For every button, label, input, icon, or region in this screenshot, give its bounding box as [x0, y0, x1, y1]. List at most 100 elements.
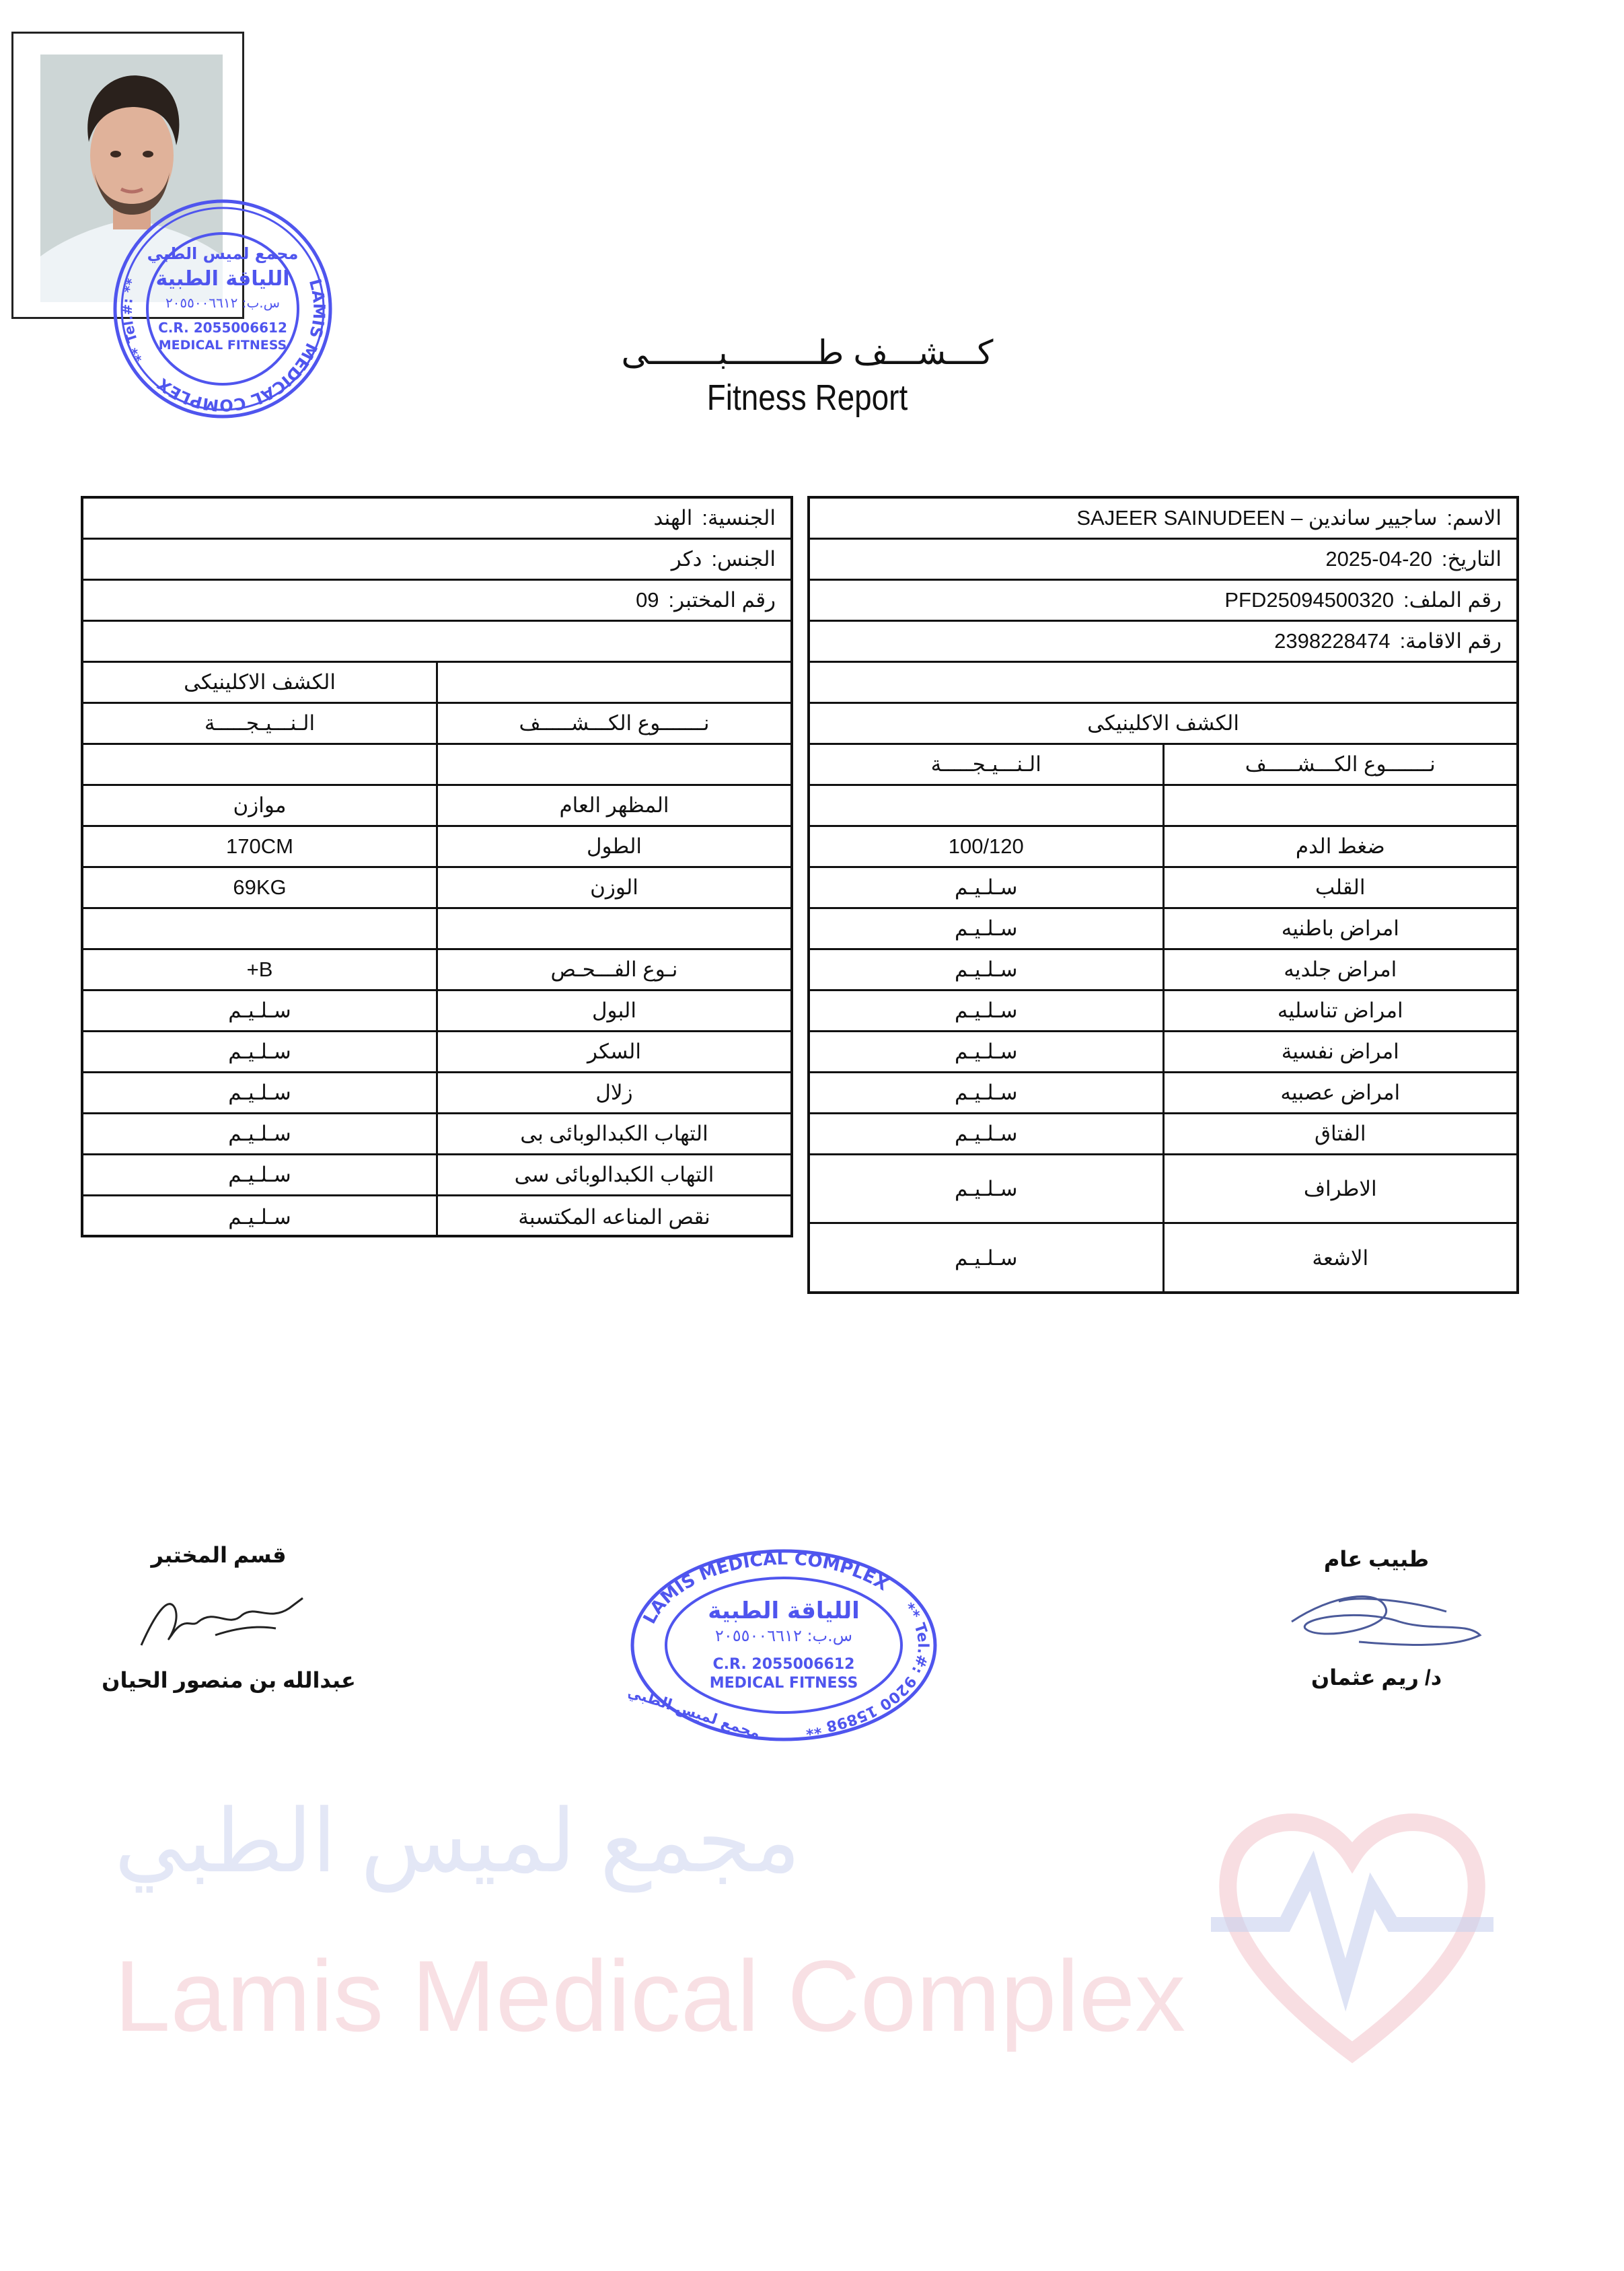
column-header-test: نـــــــوع الكـــشـــــف: [1162, 745, 1517, 784]
table-row: التهاب الكبدالوبائى سى سـلـيـم: [83, 1155, 790, 1196]
lab-signature: [140, 1597, 303, 1646]
result-cell: سـلـيـم: [955, 1176, 1018, 1200]
table-row: القلب سـلـيـم: [810, 868, 1516, 909]
info-value: 2398228474: [1274, 629, 1391, 653]
info-cell: الاسم: ساجيير ساندين – SAJEER SAINUDEEN: [810, 499, 1516, 538]
table-row: الاشعة سـلـيـم: [810, 1224, 1516, 1293]
result-cell: سـلـيـم: [228, 1081, 291, 1104]
table-row: الفتاق سـلـيـم: [810, 1114, 1516, 1155]
test-name-cell: السكر: [436, 1032, 790, 1071]
table-row: الجنس: دكر: [83, 540, 790, 581]
stamp-line3: C.R. 2055006612: [158, 320, 287, 336]
table-row: رقم الملف: PFD25094500320: [810, 581, 1516, 622]
info-value: PFD25094500320: [1224, 588, 1395, 612]
test-name-cell: زلال: [436, 1073, 790, 1112]
table-row: زلال سـلـيـم: [83, 1073, 790, 1114]
watermark-arabic: مجمع لميس الطبي: [114, 1792, 801, 1890]
result-cell: سـلـيـم: [955, 1081, 1018, 1104]
info-value: 09: [636, 588, 659, 612]
clinical-exam-header: الكشف الاكلينيكى: [184, 670, 336, 694]
table-row: [83, 909, 790, 950]
result-cell: موازن: [233, 793, 287, 817]
blank-row: [83, 622, 790, 661]
round-stamp: LAMIS MEDICAL COMPLEX ** Tel.#: ** مجمع …: [113, 199, 332, 419]
result-cell: سـلـيـم: [955, 958, 1018, 981]
table-row: ضغط الدم 100/120: [810, 827, 1516, 868]
result-cell: سـلـيـم: [228, 1163, 291, 1186]
result-cell: سـلـيـم: [955, 1246, 1018, 1270]
report-title-english: Fitness Report: [706, 377, 908, 418]
info-label: رقم الملف:: [1403, 588, 1502, 612]
table-row: البول سـلـيـم: [83, 991, 790, 1032]
table-row: امراض عصبيه سـلـيـم: [810, 1073, 1516, 1114]
stamp-arc-arabic: مجمع لميس الطبي: [147, 244, 299, 263]
result-cell: سـلـيـم: [228, 1122, 291, 1145]
info-value: ساجيير ساندين – SAJEER SAINUDEEN: [1076, 506, 1438, 530]
info-label: رقم المختبر:: [668, 588, 776, 612]
table-row: نقص المناعه المكتسبة سـلـيـم: [83, 1196, 790, 1237]
stamp-line4: MEDICAL FITNESS: [159, 338, 287, 353]
table-row: المظهر العام موازن: [83, 786, 790, 827]
oval-stamp-line1: اللياقة الطبية: [708, 1597, 860, 1624]
info-value: الهند: [653, 506, 693, 530]
blank-row: [810, 663, 1516, 702]
test-name-cell: الطول: [436, 827, 790, 866]
table-row: [83, 745, 790, 786]
clinical-exam-header: الكشف الاكلينيكى: [1087, 711, 1239, 735]
table-row: الوزن 69KG: [83, 868, 790, 909]
table-row: نـــــــوع الكـــشـــــف الـنـــيـجـــــة: [810, 745, 1516, 786]
result-cell: سـلـيـم: [228, 1204, 291, 1229]
result-cell: سـلـيـم: [955, 1040, 1018, 1063]
column-header-result: الـنـــيـجـــــة: [930, 752, 1041, 776]
test-name-cell: نـوع الفـــحـص: [436, 950, 790, 989]
table-row: امراض تناسليه سـلـيـم: [810, 991, 1516, 1032]
oval-stamp-line4: MEDICAL FITNESS: [710, 1675, 858, 1692]
result-cell: سـلـيـم: [955, 916, 1018, 940]
info-cell: رقم الملف: PFD25094500320: [810, 581, 1516, 620]
info-value: 2025-04-20: [1325, 547, 1432, 571]
column-header-test: نـــــــوع الكـــشـــــف: [436, 704, 790, 743]
blank-cell: [810, 786, 1162, 825]
table-row: الكشف الاكلينيكى: [810, 704, 1516, 745]
table-row: [810, 663, 1516, 704]
table-row: السكر سـلـيـم: [83, 1032, 790, 1073]
test-name-cell: القلب: [1162, 868, 1517, 907]
test-name-cell: المظهر العام: [436, 786, 790, 825]
lab-signer-name: عبدالله بن منصور الحيان: [102, 1668, 356, 1692]
test-name-cell: امراض جلديه: [1162, 950, 1517, 989]
result-cell: سـلـيـم: [228, 999, 291, 1022]
doctor-signature: [1291, 1595, 1482, 1646]
info-label: رقم الاقامة:: [1399, 629, 1502, 653]
info-cell: الجنسية: الهند: [83, 499, 790, 538]
table-row: الطول 170CM: [83, 827, 790, 868]
test-name-cell: امراض نفسية: [1162, 1032, 1517, 1071]
info-label: الجنس:: [711, 547, 776, 571]
watermark-english: Lamis Medical Complex: [114, 1939, 1186, 2052]
oval-stamp-line3: C.R. 2055006612: [713, 1656, 855, 1673]
result-cell: سـلـيـم: [955, 875, 1018, 899]
left-exam-table: الجنسية: الهند الجنس: دكر رقم المختبر: 09 الكش…: [81, 496, 793, 1237]
blank-cell: [83, 745, 436, 784]
table-row: امراض جلديه سـلـيـم: [810, 950, 1516, 991]
test-name-cell: [436, 909, 790, 948]
info-cell: الجنس: دكر: [83, 540, 790, 579]
table-row: الاطراف سـلـيـم: [810, 1155, 1516, 1224]
stamp-line1: اللياقة الطبية: [155, 267, 289, 291]
oval-stamp: LAMIS MEDICAL COMPLEX ** Tel.#: 9200 158…: [628, 1549, 937, 1743]
test-name-cell: الوزن: [436, 868, 790, 907]
test-name-cell: الفتاق: [1162, 1114, 1517, 1153]
table-row: التاريخ: 2025-04-20: [810, 540, 1516, 581]
table-row: امراض باطنيه سـلـيـم: [810, 909, 1516, 950]
doctor-name: د/ ريم عثمان: [1311, 1665, 1442, 1690]
table-row: رقم الاقامة: 2398228474: [810, 622, 1516, 663]
blank-cell: [1162, 786, 1517, 825]
test-name-cell: الاشعة: [1162, 1224, 1517, 1293]
test-name-cell: امراض باطنيه: [1162, 909, 1517, 948]
result-cell: سـلـيـم: [228, 1040, 291, 1063]
info-value: دكر: [671, 547, 702, 571]
column-header-result: الـنـــيـجـــــة: [204, 711, 316, 735]
test-name-cell: امراض عصبيه: [1162, 1073, 1517, 1112]
blank-cell: [436, 663, 790, 702]
result-cell: سـلـيـم: [955, 999, 1018, 1022]
blank-cell: [436, 745, 790, 784]
